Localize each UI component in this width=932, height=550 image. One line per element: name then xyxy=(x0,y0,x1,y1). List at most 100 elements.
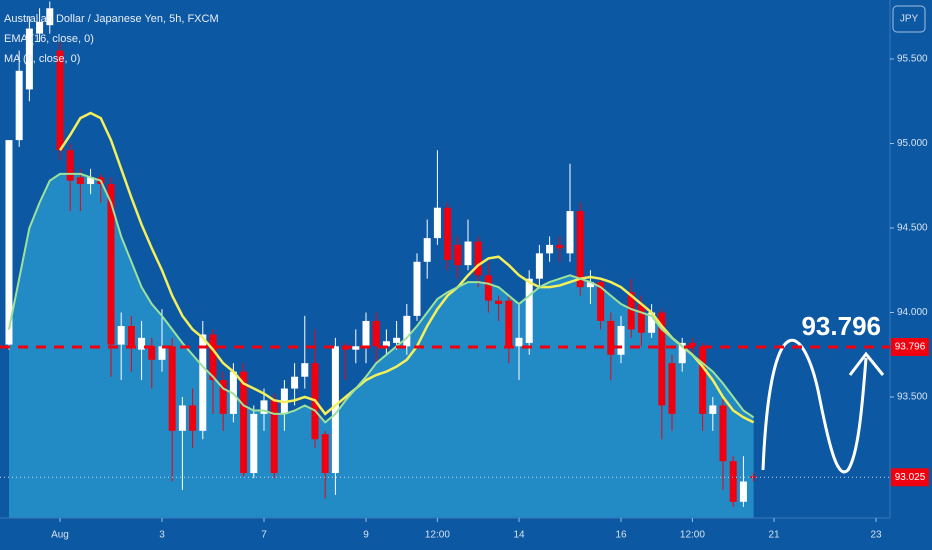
x-tick-label: 23 xyxy=(870,530,882,541)
candle-body xyxy=(495,300,503,305)
candle-body xyxy=(372,320,380,347)
x-tick-label: 16 xyxy=(615,530,627,541)
candle-body xyxy=(107,184,115,345)
candle-body xyxy=(76,177,84,185)
candle-body xyxy=(209,334,217,381)
candle-body xyxy=(474,241,482,276)
candle-body xyxy=(189,405,197,431)
indicator-label: MA (9, close, 0) xyxy=(4,53,80,65)
candle-body xyxy=(546,244,554,254)
indicator-label: EMA (16, close, 0) xyxy=(4,33,94,45)
x-tick-label: Aug xyxy=(51,530,69,541)
candle-body xyxy=(199,334,207,431)
candle-body xyxy=(352,346,360,350)
price-label: 93.796 xyxy=(895,342,926,353)
candle-body xyxy=(444,207,452,261)
candle-body xyxy=(484,275,492,301)
candle-body xyxy=(25,28,33,90)
arrow-head xyxy=(848,351,885,376)
x-tick-label: 14 xyxy=(513,530,525,541)
candle-body xyxy=(117,326,125,345)
candle-body xyxy=(454,244,462,266)
candle-body xyxy=(15,70,23,141)
drawn-arrow xyxy=(761,338,868,474)
candle-body xyxy=(291,376,299,389)
candle-body xyxy=(699,346,707,414)
candle-body xyxy=(178,405,186,431)
price-label-box xyxy=(891,468,929,487)
candle-body xyxy=(750,476,758,478)
candle-body xyxy=(240,371,248,474)
candle-body xyxy=(556,244,564,249)
candle-body xyxy=(597,282,605,321)
candle-body xyxy=(301,363,309,377)
candle-body xyxy=(168,346,176,431)
candle-body xyxy=(586,282,594,288)
candle-body xyxy=(148,346,156,360)
candle-body xyxy=(515,337,523,347)
candle-body xyxy=(739,481,747,502)
candle-body xyxy=(505,300,513,347)
x-tick-label: 9 xyxy=(363,530,369,541)
candle-body xyxy=(413,261,421,316)
candle-body xyxy=(127,326,135,347)
chart-title: Australian Dollar / Japanese Yen, 5h, FX… xyxy=(4,13,219,25)
candle-body xyxy=(158,346,166,360)
candle-body xyxy=(648,312,656,333)
candle-body xyxy=(331,346,339,474)
candle-body xyxy=(66,150,74,181)
indicator-line xyxy=(7,172,755,424)
x-tick-label: 7 xyxy=(261,530,267,541)
candle-body xyxy=(678,342,686,364)
candle-body xyxy=(260,400,268,414)
candle-body xyxy=(270,400,278,474)
candle-body xyxy=(56,50,64,151)
candle-body xyxy=(403,315,411,347)
y-tick-label: 94.500 xyxy=(897,223,928,234)
candle-body xyxy=(87,177,95,185)
candle-body xyxy=(535,253,543,279)
candle-body xyxy=(393,337,401,343)
x-tick-label: 12:00 xyxy=(425,530,450,541)
price-annotation: 93.796 xyxy=(801,311,881,341)
indicator-line xyxy=(58,111,755,424)
candle-body xyxy=(709,405,717,414)
candle-body xyxy=(688,342,696,347)
y-tick-label: 95.500 xyxy=(897,54,928,65)
candle-body xyxy=(637,304,645,333)
candle-body xyxy=(658,312,666,406)
candle-body xyxy=(36,21,44,34)
candle-body xyxy=(464,241,472,266)
price-label-box xyxy=(891,337,929,356)
candle-body xyxy=(668,363,676,414)
currency-label[interactable]: JPY xyxy=(900,14,919,25)
candle-body xyxy=(362,320,370,347)
candle-body xyxy=(250,413,258,474)
candle-body xyxy=(719,405,727,462)
price-label: 93.025 xyxy=(895,472,926,483)
candle-body xyxy=(729,461,737,502)
x-tick-label: 12:00 xyxy=(680,530,705,541)
candle-body xyxy=(46,8,54,26)
y-tick-label: 95.000 xyxy=(897,138,928,149)
candle-body xyxy=(423,238,431,262)
y-tick-label: 94.000 xyxy=(897,307,928,318)
y-tick-label: 93.500 xyxy=(897,392,928,403)
x-tick-label: 3 xyxy=(159,530,165,541)
candle-body xyxy=(576,211,584,288)
candle-body xyxy=(138,337,146,350)
candle-body xyxy=(321,434,329,474)
candle-body xyxy=(607,320,615,355)
candle-body xyxy=(433,207,441,239)
candle-body xyxy=(617,326,625,355)
candle-body xyxy=(525,278,533,343)
indicator-area xyxy=(8,173,754,518)
candle-body xyxy=(219,380,227,414)
candle-body xyxy=(566,211,574,254)
candle-body xyxy=(382,341,390,347)
candle-body xyxy=(5,140,13,345)
plot-area xyxy=(5,1,758,518)
currency-button[interactable] xyxy=(892,5,926,33)
